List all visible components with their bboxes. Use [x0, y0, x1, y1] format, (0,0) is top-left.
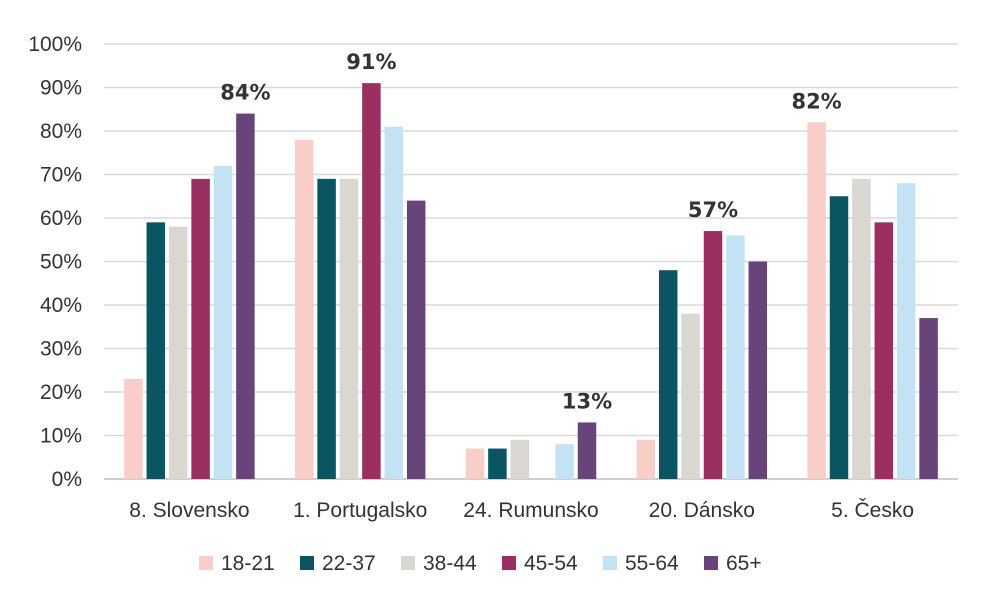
- data-labels: 84% 91% 13% 57% 82%: [220, 50, 841, 413]
- bar-18-21: [294, 139, 314, 479]
- bar-45-54: [703, 231, 723, 479]
- bar-22-37: [658, 270, 678, 479]
- data-label: 91%: [346, 50, 396, 74]
- bar-55-64: [213, 165, 233, 480]
- bar-65plus: [577, 422, 597, 479]
- bar-38-44: [168, 226, 188, 479]
- legend-swatch: [502, 556, 516, 570]
- data-label: 82%: [791, 89, 841, 113]
- x-category-label: 20. Dánsko: [649, 499, 755, 522]
- bar-18-21: [465, 448, 485, 479]
- bar-38-44: [510, 439, 530, 479]
- y-tick-label: 40%: [40, 294, 82, 317]
- x-category-label: 24. Rumunsko: [463, 499, 598, 522]
- legend-label: 55-64: [625, 552, 679, 575]
- y-tick-label: 70%: [40, 164, 82, 187]
- legend-label: 22-37: [322, 552, 376, 575]
- data-label: 13%: [562, 389, 612, 413]
- y-tick-label: 30%: [40, 338, 82, 361]
- legend-swatch: [603, 556, 617, 570]
- bar-22-37: [829, 196, 849, 479]
- legend-swatch: [199, 556, 213, 570]
- legend-item: 38-44: [401, 552, 477, 575]
- y-tick-label: 10%: [40, 425, 82, 448]
- bar-55-64: [384, 126, 404, 480]
- y-tick-label: 90%: [40, 77, 82, 100]
- legend-item: 45-54: [502, 552, 578, 575]
- bar-45-54: [874, 222, 894, 479]
- bar-65plus: [406, 200, 426, 479]
- x-category-label: 1. Portugalsko: [293, 499, 427, 522]
- y-tick-label: 0%: [52, 468, 82, 491]
- y-tick-label: 60%: [40, 207, 82, 230]
- legend-label: 45-54: [524, 552, 578, 575]
- bar-22-37: [488, 448, 507, 479]
- legend-item: 55-64: [603, 552, 679, 575]
- legend-label: 18-21: [221, 552, 275, 575]
- bar-55-64: [726, 235, 745, 479]
- y-axis-tick-labels: 0% 10% 20% 30% 40% 50% 60% 70% 80% 90% 100%: [28, 33, 82, 491]
- y-tick-label: 50%: [40, 251, 82, 274]
- data-label: 84%: [220, 81, 270, 105]
- bar-18-21: [807, 122, 826, 480]
- bar-22-37: [146, 222, 166, 479]
- y-tick-label: 80%: [40, 120, 82, 143]
- bar-38-44: [339, 178, 359, 479]
- bar-65plus: [919, 318, 938, 479]
- bar-65plus: [748, 261, 768, 479]
- legend: 18-21 22-37 38-44 45-54 55-64 65+: [199, 552, 762, 575]
- legend-swatch: [704, 556, 718, 570]
- legend-label: 38-44: [423, 552, 477, 575]
- x-category-label: 8. Slovensko: [129, 499, 249, 522]
- bars: [124, 83, 938, 480]
- legend-item: 65+: [704, 552, 762, 575]
- bar-38-44: [852, 178, 871, 479]
- y-tick-label: 20%: [40, 381, 82, 404]
- bar-18-21: [636, 439, 656, 479]
- legend-swatch: [401, 556, 415, 570]
- bar-45-54: [362, 83, 381, 480]
- bar-65plus: [236, 113, 255, 479]
- legend-label: 65+: [726, 552, 762, 575]
- bar-55-64: [555, 444, 574, 479]
- bar-18-21: [124, 378, 143, 479]
- legend-item: 22-37: [300, 552, 376, 575]
- bar-45-54: [191, 178, 210, 479]
- legend-swatch: [300, 556, 314, 570]
- x-category-label: 5. Česko: [831, 499, 914, 522]
- data-label: 57%: [688, 198, 738, 222]
- bar-22-37: [317, 178, 336, 479]
- x-axis-category-labels: 8. Slovensko 1. Portugalsko 24. Rumunsko 20…: [129, 499, 914, 522]
- bar-55-64: [896, 183, 916, 479]
- y-tick-label: 100%: [28, 33, 82, 56]
- legend-item: 18-21: [199, 552, 275, 575]
- bar-38-44: [681, 313, 700, 479]
